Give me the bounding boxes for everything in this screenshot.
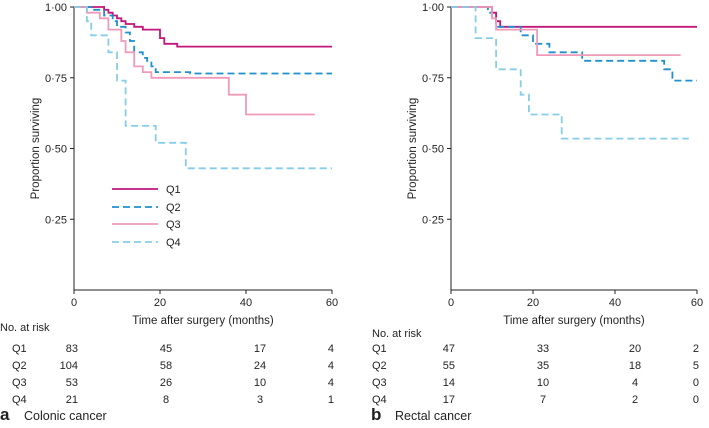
at-risk-title: No. at risk (372, 328, 422, 340)
y-axis-title: Proportion surviving (407, 98, 419, 200)
at-risk-count: 10 (537, 377, 549, 389)
survival-curve-q3 (451, 6, 681, 56)
y-tick-label: 1·00 (45, 2, 67, 14)
at-risk-row-label: Q3 (372, 377, 387, 389)
x-tick-label: 40 (240, 297, 252, 309)
at-risk-count: 53 (66, 377, 78, 389)
y-tick-label: 0·50 (45, 144, 67, 156)
at-risk-count: 47 (443, 343, 455, 355)
survival-curve-q4 (451, 6, 689, 140)
at-risk-count: 45 (160, 343, 172, 355)
panel-caption: Rectal cancer (395, 409, 471, 423)
at-risk-count: 55 (443, 360, 455, 372)
at-risk-row-label: Q2 (372, 360, 387, 372)
at-risk-count: 35 (537, 360, 549, 372)
x-tick-label: 20 (527, 297, 539, 309)
at-risk-count: 20 (629, 343, 641, 355)
at-risk-count: 4 (328, 343, 334, 355)
at-risk-count: 26 (160, 377, 172, 389)
at-risk-count: 8 (163, 394, 169, 406)
panel-caption: Colonic cancer (24, 409, 107, 423)
y-axis-title: Proportion surviving (30, 98, 42, 200)
panel-letter: b (371, 405, 381, 424)
at-risk-row-label: Q1 (12, 343, 27, 355)
x-tick-label: 40 (609, 297, 621, 309)
x-tick-label: 60 (691, 297, 703, 309)
legend-label-q3: Q3 (166, 219, 181, 231)
at-risk-count: 83 (66, 343, 78, 355)
at-risk-count: 14 (443, 377, 455, 389)
x-axis-title: Time after surgery (months) (132, 315, 274, 327)
y-tick-label: 0·25 (422, 214, 444, 226)
survival-curve-q1 (74, 6, 332, 48)
y-tick-label: 0·75 (45, 73, 67, 85)
at-risk-count: 4 (632, 377, 638, 389)
at-risk-row-label: Q4 (372, 394, 387, 406)
at-risk-count: 4 (328, 360, 334, 372)
survival-curve-q2 (451, 6, 697, 82)
panel-letter: a (0, 405, 10, 424)
at-risk-count: 2 (693, 343, 699, 355)
at-risk-count: 3 (257, 394, 263, 406)
at-risk-count: 17 (254, 343, 266, 355)
x-tick-label: 60 (326, 297, 338, 309)
at-risk-row-label: Q4 (12, 394, 27, 406)
at-risk-count: 18 (629, 360, 641, 372)
legend-label-q4: Q4 (166, 237, 181, 249)
at-risk-row-label: Q3 (12, 377, 27, 389)
at-risk-count: 21 (66, 394, 78, 406)
at-risk-count: 33 (537, 343, 549, 355)
at-risk-row-label: Q1 (372, 343, 387, 355)
y-tick-label: 0·50 (422, 144, 444, 156)
legend-label-q2: Q2 (166, 202, 181, 214)
panel-a: 0·25 0·50 0·75 1·00 0 20 40 60 Time after surger… (0, 2, 338, 424)
at-risk-count: 58 (160, 360, 172, 372)
survival-curve-q2 (74, 6, 332, 75)
at-risk-count: 0 (693, 377, 699, 389)
at-risk-count: 104 (60, 360, 78, 372)
survival-curve-q4 (74, 6, 332, 170)
legend-label-q1: Q1 (166, 184, 181, 196)
at-risk-count: 2 (632, 394, 638, 406)
at-risk-count: 24 (254, 360, 266, 372)
at-risk-count: 10 (254, 377, 266, 389)
x-tick-label: 20 (154, 297, 166, 309)
at-risk-title: No. at risk (0, 322, 50, 334)
at-risk-row-label: Q2 (12, 360, 27, 372)
at-risk-count: 0 (693, 394, 699, 406)
at-risk-count: 1 (328, 394, 334, 406)
legend: Q1 Q2 Q3 Q4 (112, 184, 181, 249)
at-risk-count: 7 (540, 394, 546, 406)
y-tick-label: 1·00 (422, 2, 444, 14)
y-tick-label: 0·25 (45, 214, 67, 226)
x-tick-label: 0 (71, 297, 77, 309)
at-risk-count: 4 (328, 377, 334, 389)
x-tick-label: 0 (448, 297, 454, 309)
at-risk-count: 5 (693, 360, 699, 372)
y-tick-label: 0·75 (422, 73, 444, 85)
survival-curve-q3 (74, 6, 315, 116)
at-risk-count: 17 (443, 394, 455, 406)
x-axis-title: Time after surgery (months) (503, 315, 645, 327)
